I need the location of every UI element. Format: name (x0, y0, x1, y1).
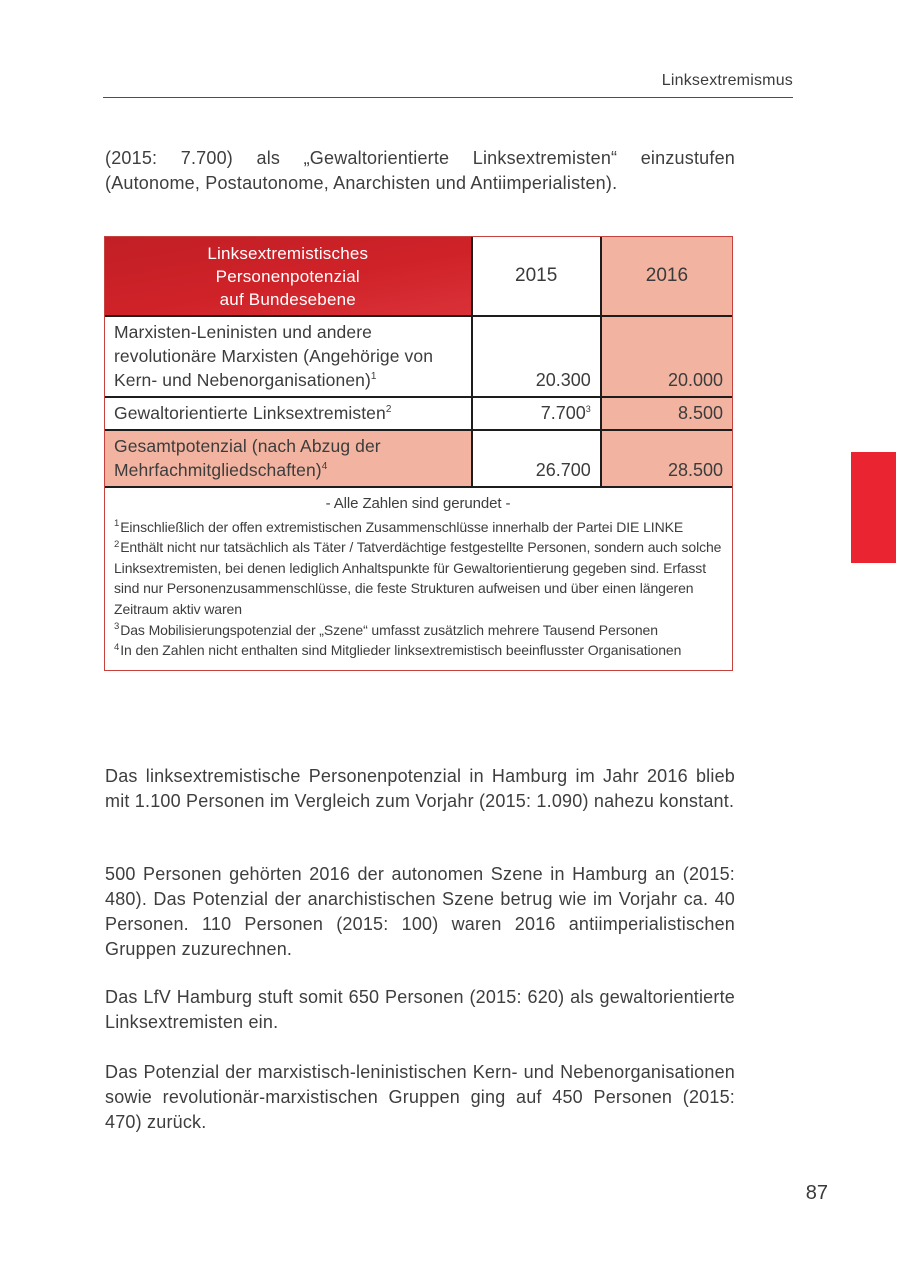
paragraph-hamburg-potenzial: Das linksextremistische Personenpotenzia… (105, 766, 735, 811)
running-header: Linksextremismus (661, 72, 793, 89)
table-header-row: Linksextremistisches Personenpotenzial a… (105, 237, 732, 317)
value-2015-marxisten: 20.300 (470, 315, 602, 398)
footnote-marker: 4 (321, 461, 328, 473)
footnote-marker: 1 (114, 517, 120, 529)
table-footnote-row: - Alle Zahlen sind gerundet - 1Einschlie… (105, 486, 732, 670)
row-label-gewaltorientierte: Gewaltorientierte Linksextremisten2 (105, 396, 473, 431)
table-title-line3: auf Bundesebene (219, 289, 356, 309)
header-rule (103, 97, 793, 98)
footnote-text: Das Mobilisierungspotenzial der „Szene“ … (120, 621, 658, 638)
row-label-marxisten: Marxisten-Leninisten und andere revoluti… (105, 315, 473, 398)
table-row-gewaltorientierte: Gewaltorientierte Linksextremisten2 7.70… (105, 396, 732, 431)
value-2016-marxisten: 20.000 (599, 315, 732, 398)
table-title-line2: Personenpotenzial (215, 266, 360, 286)
rounded-note: - Alle Zahlen sind gerundet - (325, 495, 511, 512)
table-title-cell: Linksextremistisches Personenpotenzial a… (105, 237, 473, 317)
row-label-gesamtpotenzial: Gesamtpotenzial (nach Abzug der Mehrfach… (105, 429, 473, 488)
footnote-marker: 4 (114, 641, 120, 653)
value-2016-gesamtpotenzial: 28.500 (599, 429, 732, 488)
row-label-text: Gesamtpotenzial (nach Abzug der Mehrfach… (114, 436, 381, 480)
table-footnotes: - Alle Zahlen sind gerundet - 1Einschlie… (105, 486, 732, 670)
footnote-marker: 3 (114, 620, 120, 632)
personenpotenzial-table: Linksextremistisches Personenpotenzial a… (104, 236, 733, 671)
footnote-text: Enthält nicht nur tatsächlich als Täter … (114, 539, 722, 617)
table-title-line1: Linksextremistisches (207, 243, 369, 263)
value-text: 7.700 (540, 403, 586, 423)
column-header-2016: 2016 (599, 237, 732, 317)
column-header-2015: 2015 (470, 237, 602, 317)
footnote-4: 4In den Zahlen nicht enthalten sind Mitg… (114, 640, 722, 661)
footnote-marker: 2 (114, 538, 120, 550)
chapter-edge-tab (851, 452, 896, 563)
footnote-1: 1Einschließlich der offen extremistische… (114, 517, 722, 538)
value-2015-gewaltorientierte: 7.7003 (470, 396, 602, 431)
value-2015-gesamtpotenzial: 26.700 (470, 429, 602, 488)
footnote-marker: 1 (370, 371, 377, 383)
paragraph-marxistisch: Das Potenzial der marxistisch-leninistis… (105, 1062, 735, 1132)
footnote-marker: 3 (585, 404, 591, 414)
row-label-text: Gewaltorientierte Linksextremisten (114, 403, 386, 423)
paragraph-intro: (2015: 7.700) als „Gewaltorientierte Lin… (105, 148, 735, 193)
footnote-2: 2Enthält nicht nur tatsächlich als Täter… (114, 537, 722, 619)
table-row-gesamtpotenzial: Gesamtpotenzial (nach Abzug der Mehrfach… (105, 429, 732, 488)
paragraph-lfv-einstufung: Das LfV Hamburg stuft somit 650 Personen… (105, 987, 735, 1032)
footnote-3: 3Das Mobilisierungspotenzial der „Szene“… (114, 620, 722, 641)
footnote-text: Einschließlich der offen extremistischen… (120, 518, 684, 535)
footnote-marker: 2 (385, 404, 392, 416)
page-number: 87 (805, 1182, 828, 1204)
table-row-marxisten: Marxisten-Leninisten und andere revoluti… (105, 315, 732, 398)
row-label-text: Marxisten-Leninisten und andere revoluti… (114, 322, 434, 390)
value-2016-gewaltorientierte: 8.500 (599, 396, 732, 431)
footnote-text: In den Zahlen nicht enthalten sind Mitgl… (120, 642, 682, 659)
paragraph-autonome-szene: 500 Personen gehörten 2016 der autonomen… (105, 864, 735, 959)
